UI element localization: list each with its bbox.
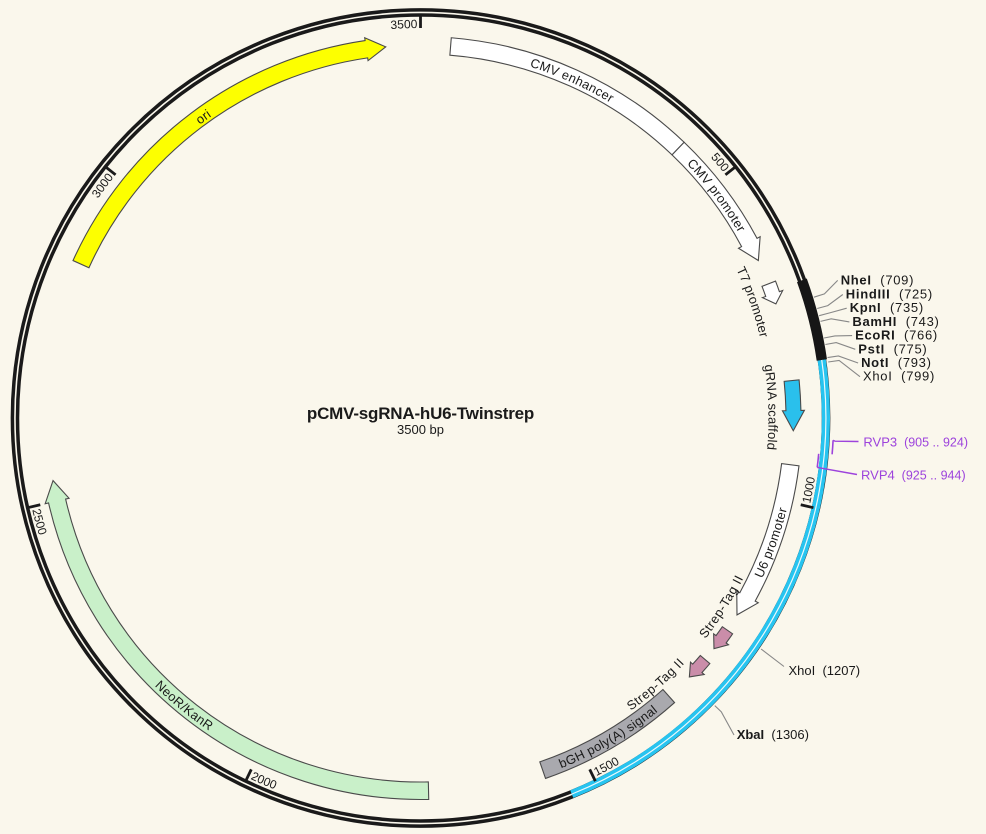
svg-text:EcoRI (766): EcoRI (766) <box>855 328 938 343</box>
svg-text:BamHI (743): BamHI (743) <box>852 314 939 329</box>
svg-text:NheI (709): NheI (709) <box>841 272 914 287</box>
svg-text:RVP4 (925 .. 944): RVP4 (925 .. 944) <box>861 468 966 483</box>
svg-text:XbaI (1306): XbaI (1306) <box>737 727 809 742</box>
svg-text:NotI (793): NotI (793) <box>861 355 932 370</box>
svg-text:2500: 2500 <box>29 507 50 537</box>
svg-text:1000: 1000 <box>799 475 818 504</box>
svg-text:3500 bp: 3500 bp <box>397 422 444 437</box>
svg-text:HindIII (725): HindIII (725) <box>846 287 933 302</box>
svg-text:PstI (775): PstI (775) <box>858 341 927 356</box>
svg-text:KpnI (735): KpnI (735) <box>850 300 924 315</box>
svg-text:3500: 3500 <box>390 17 418 32</box>
svg-text:RVP3 (905 .. 924): RVP3 (905 .. 924) <box>863 435 968 450</box>
svg-text:XhoI (799): XhoI (799) <box>863 369 935 384</box>
svg-text:XhoI (1207): XhoI (1207) <box>789 663 861 678</box>
svg-text:pCMV-sgRNA-hU6-Twinstrep: pCMV-sgRNA-hU6-Twinstrep <box>307 404 534 423</box>
svg-text:gRNA scaffold: gRNA scaffold <box>762 363 781 450</box>
